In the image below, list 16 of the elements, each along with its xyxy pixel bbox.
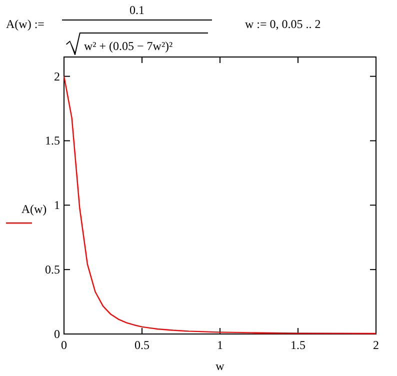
y-tick-label: 0.5	[45, 262, 60, 277]
y-tick-label: 0	[54, 327, 60, 341]
x-tick-label: 0.5	[134, 338, 150, 352]
x-tick-label: 1	[217, 338, 223, 352]
x-tick-label: 2	[373, 338, 379, 352]
y-tick-label: 1.5	[45, 134, 60, 148]
text: w² + (0.05 − 7w²)²	[84, 39, 174, 53]
line-series	[63, 76, 377, 334]
y-tick-label: 2	[54, 69, 60, 84]
text: 0.1	[130, 3, 144, 17]
x-tick-label: 1.5	[290, 338, 306, 352]
text: A(w)	[21, 202, 47, 216]
x-axis-title: w	[216, 359, 225, 373]
y-tick-label: 1	[54, 198, 60, 212]
text: w := 0, 0.05 .. 2	[245, 17, 321, 31]
text: A(w) :=	[6, 17, 45, 31]
